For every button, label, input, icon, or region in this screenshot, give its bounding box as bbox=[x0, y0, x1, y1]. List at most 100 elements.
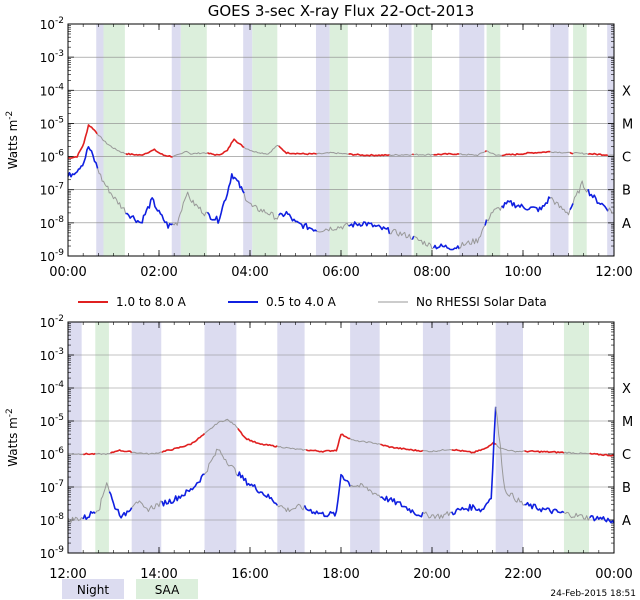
short-channel-nodata-line bbox=[389, 228, 413, 241]
short-channel-line bbox=[82, 510, 96, 520]
y-axis-label: Watts m-2 bbox=[5, 408, 20, 467]
y-tick-label: 10-5 bbox=[40, 413, 64, 429]
night-band bbox=[171, 24, 181, 256]
legend-saa-box bbox=[136, 579, 198, 599]
saa-band bbox=[486, 24, 501, 256]
short-channel-nodata-line bbox=[563, 511, 591, 521]
footer: Night SAA 24-Feb-2015 18:51 bbox=[62, 579, 636, 599]
saa-band bbox=[252, 24, 278, 256]
saa-band bbox=[180, 24, 207, 256]
night-band bbox=[607, 24, 614, 256]
x-tick-label: 00:00 bbox=[595, 567, 632, 582]
legend-label-long: 1.0 to 8.0 A bbox=[116, 295, 187, 309]
short-channel-line bbox=[278, 210, 318, 232]
short-channel-nodata-line bbox=[67, 516, 84, 523]
panel-1: 10-9 10-8 10-7 10-6 10-5 10-4 10-3 10-2 A B C M X Wat… bbox=[5, 16, 633, 280]
flare-class-label: M bbox=[622, 117, 633, 132]
short-channel-nodata-line bbox=[413, 235, 434, 250]
long-channel-line bbox=[380, 443, 424, 453]
y-tick-label: 10-3 bbox=[40, 347, 64, 363]
long-channel-nodata-line bbox=[316, 151, 349, 155]
short-channel-line bbox=[411, 235, 415, 240]
y-tick-label: 10-2 bbox=[40, 314, 64, 330]
y-tick-label: 10-6 bbox=[40, 149, 65, 165]
short-channel-line bbox=[484, 219, 488, 226]
legend-label-gray: No RHESSI Solar Data bbox=[416, 295, 547, 309]
x-tick-label: 02:00 bbox=[140, 265, 177, 280]
short-channel-nodata-line bbox=[97, 168, 127, 214]
y-tick-label: 10-7 bbox=[40, 182, 64, 198]
saa-band bbox=[103, 24, 125, 256]
short-channel-nodata-line bbox=[550, 197, 571, 216]
y-tick-label: 10-9 bbox=[40, 545, 65, 561]
short-channel-nodata-line bbox=[243, 193, 280, 220]
saa-band bbox=[413, 24, 432, 256]
y-tick-label: 10-6 bbox=[40, 446, 65, 462]
short-channel-line bbox=[303, 473, 351, 518]
saa-band bbox=[573, 24, 587, 256]
y-tick-label: 10-4 bbox=[40, 380, 65, 396]
flare-class-label: B bbox=[622, 481, 631, 496]
long-channel-line bbox=[589, 452, 615, 457]
long-channel-nodata-line bbox=[550, 151, 571, 154]
panel-2: 10-9 10-8 10-7 10-6 10-5 10-4 10-3 10-2 A B C M X Wat… bbox=[5, 314, 633, 582]
legend-label-short: 0.5 to 4.0 A bbox=[266, 295, 337, 309]
short-channel-nodata-line bbox=[316, 222, 350, 233]
y-axis-label: Watts m-2 bbox=[5, 111, 20, 170]
short-channel-nodata-line bbox=[276, 503, 306, 513]
flare-class-label: X bbox=[622, 382, 631, 397]
short-channel-line bbox=[67, 146, 99, 178]
short-channel-nodata-line bbox=[204, 448, 239, 477]
long-channel-line bbox=[569, 151, 574, 155]
long-channel-line bbox=[587, 152, 609, 157]
long-channel-line bbox=[125, 148, 173, 158]
long-channel-line bbox=[237, 428, 278, 448]
short-channel-line bbox=[206, 173, 245, 224]
long-channel-nodata-line bbox=[95, 452, 111, 456]
night-band bbox=[315, 24, 330, 256]
flare-class-label: X bbox=[622, 84, 631, 99]
short-channel-line bbox=[237, 471, 278, 506]
night-band bbox=[550, 24, 569, 256]
night-band bbox=[495, 322, 523, 553]
x-tick-label: 14:00 bbox=[140, 567, 177, 582]
flare-class-label: C bbox=[622, 151, 631, 166]
flare-class-label: C bbox=[622, 448, 631, 463]
long-channel-nodata-line bbox=[572, 152, 589, 155]
legend: 1.0 to 8.0 A 0.5 to 4.0 A No RHESSI Sola… bbox=[78, 295, 547, 309]
x-tick-label: 18:00 bbox=[322, 567, 359, 582]
saa-band bbox=[95, 322, 109, 553]
night-band bbox=[388, 24, 412, 256]
short-channel-nodata-line bbox=[172, 191, 208, 226]
y-tick-label: 10-7 bbox=[40, 479, 64, 495]
long-channel-line bbox=[524, 450, 565, 454]
x-tick-label: 10:00 bbox=[504, 265, 541, 280]
long-channel-line bbox=[451, 441, 497, 454]
short-channel-nodata-line bbox=[495, 406, 525, 506]
long-channel-nodata-line bbox=[486, 150, 502, 156]
flare-class-label: A bbox=[622, 514, 631, 529]
footer-timestamp: 24-Feb-2015 18:51 bbox=[550, 589, 636, 599]
x-tick-label: 20:00 bbox=[413, 567, 450, 582]
flare-class-label: B bbox=[622, 184, 631, 199]
x-tick-label: 12:00 bbox=[595, 265, 632, 280]
flare-class-label: A bbox=[622, 217, 631, 232]
long-channel-nodata-line bbox=[459, 151, 486, 157]
long-channel-line bbox=[348, 153, 390, 157]
long-channel-line bbox=[110, 449, 133, 454]
long-channel-line bbox=[501, 150, 551, 157]
legend-night-label: Night bbox=[77, 583, 110, 597]
night-band bbox=[96, 24, 104, 256]
short-channel-line bbox=[587, 189, 609, 212]
short-channel-line bbox=[432, 243, 461, 251]
short-channel-line bbox=[108, 491, 133, 519]
y-tick-label: 10-9 bbox=[40, 248, 65, 264]
saa-band bbox=[329, 24, 348, 256]
long-channel-nodata-line bbox=[172, 150, 208, 158]
long-channel-nodata-line bbox=[96, 133, 126, 155]
night-band bbox=[204, 322, 237, 553]
short-channel-line bbox=[161, 473, 205, 507]
y-tick-label: 10-5 bbox=[40, 115, 64, 131]
x-tick-label: 00:00 bbox=[49, 265, 86, 280]
